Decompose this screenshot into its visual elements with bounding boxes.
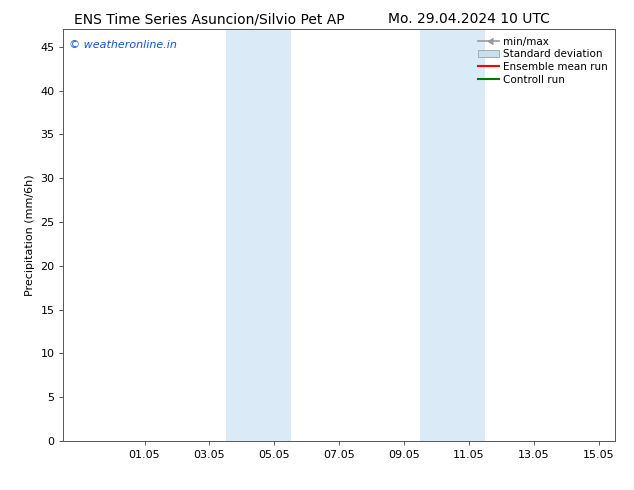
Legend: min/max, Standard deviation, Ensemble mean run, Controll run: min/max, Standard deviation, Ensemble me… bbox=[476, 35, 610, 87]
Bar bbox=[226, 29, 290, 441]
Text: Mo. 29.04.2024 10 UTC: Mo. 29.04.2024 10 UTC bbox=[388, 12, 550, 26]
Text: © weatheronline.in: © weatheronline.in bbox=[69, 40, 177, 49]
Y-axis label: Precipitation (mm/6h): Precipitation (mm/6h) bbox=[25, 174, 35, 296]
Text: ENS Time Series Asuncion/Silvio Pet AP: ENS Time Series Asuncion/Silvio Pet AP bbox=[74, 12, 344, 26]
Bar bbox=[420, 29, 485, 441]
